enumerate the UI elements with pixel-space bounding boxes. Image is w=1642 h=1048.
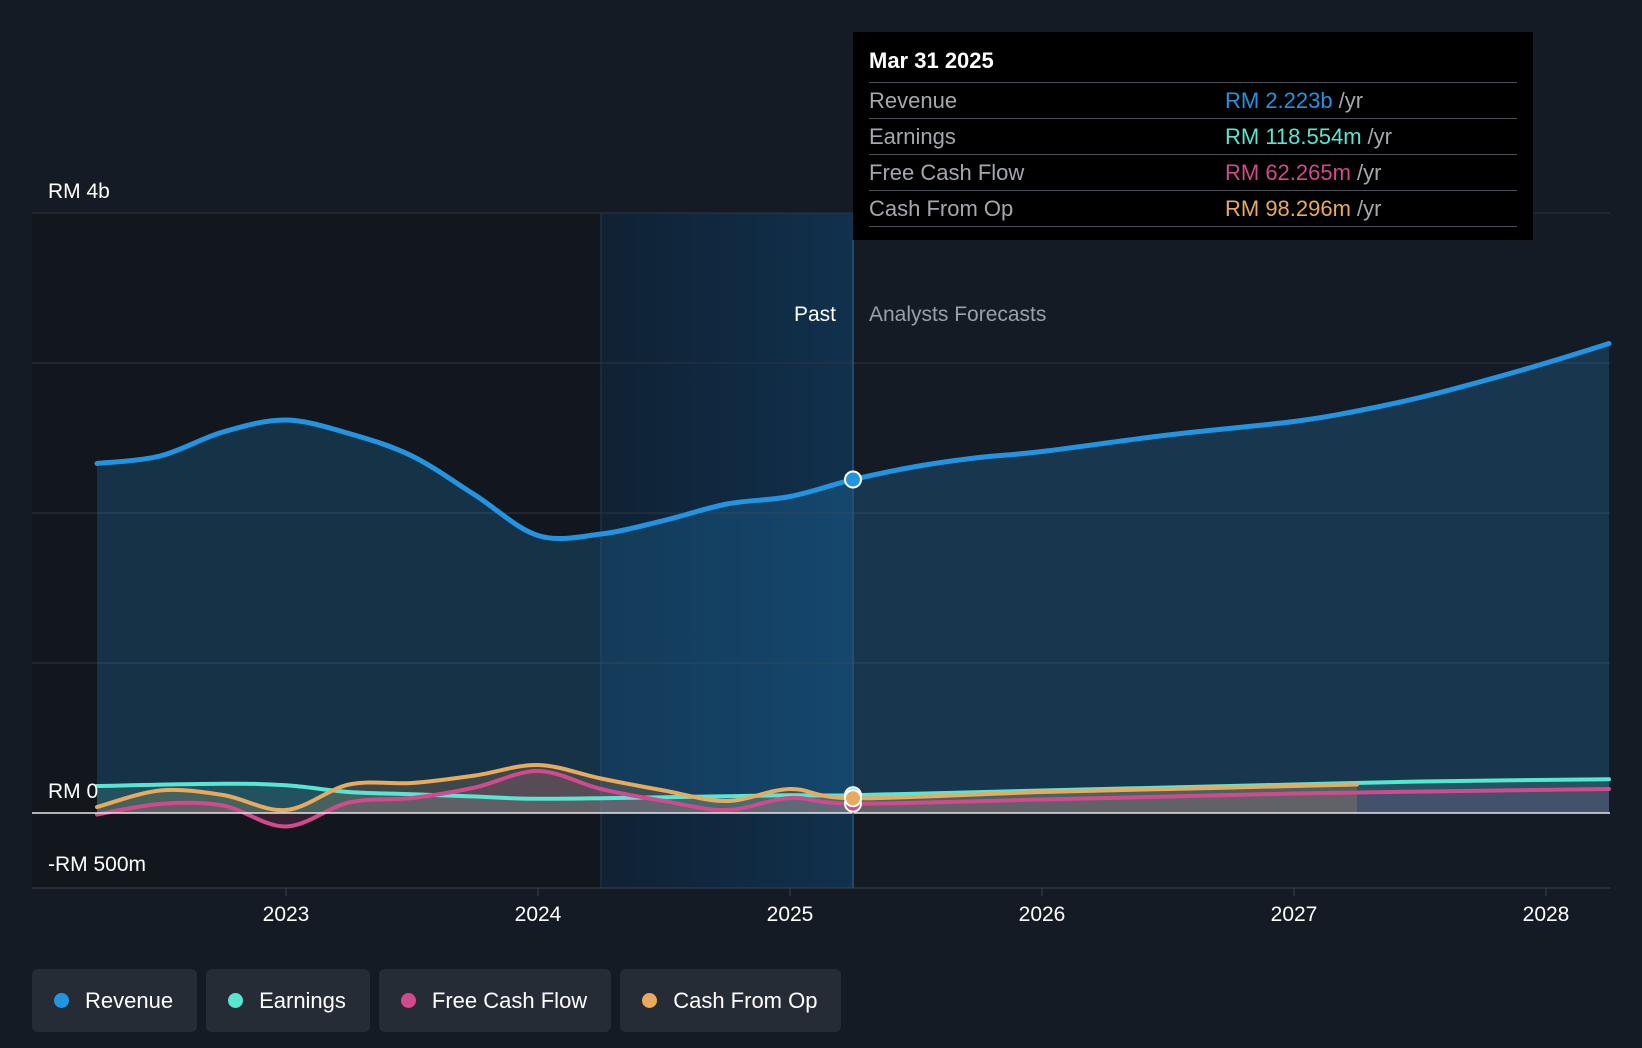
legend-item-revenue[interactable]: Revenue bbox=[32, 969, 198, 1032]
series-line-cash-from-op bbox=[95, 762, 1359, 813]
tooltip: Mar 31 2025 Revenue RM 2.223b /yr Earnin… bbox=[853, 32, 1533, 240]
x-tick-label: 2025 bbox=[767, 903, 814, 926]
legend-item-earnings[interactable]: Earnings bbox=[206, 969, 370, 1032]
tooltip-unit: /yr bbox=[1367, 123, 1392, 149]
marker-revenue bbox=[844, 470, 862, 489]
marker-cash-from-op bbox=[844, 789, 862, 808]
legend-item-free-cash-flow[interactable]: Free Cash Flow bbox=[378, 969, 612, 1032]
legend-label: Revenue bbox=[85, 987, 174, 1013]
y-label-zero: RM 0 bbox=[48, 780, 98, 803]
y-label-bottom: -RM 500m bbox=[48, 853, 146, 876]
legend-dot-icon bbox=[400, 993, 416, 1008]
legend-dot-icon bbox=[642, 993, 658, 1008]
tooltip-unit: /yr bbox=[1356, 195, 1382, 221]
past-label: Past bbox=[794, 303, 836, 326]
x-tick-label: 2026 bbox=[1019, 903, 1066, 926]
past-highlight bbox=[601, 213, 853, 888]
legend: Revenue Earnings Free Cash Flow Cash Fro… bbox=[32, 969, 842, 1032]
series-line-revenue bbox=[94, 341, 1612, 542]
tooltip-row-free-cash-flow: Free Cash Flow RM 62.265m /yr bbox=[869, 154, 1517, 190]
x-tick-label: 2028 bbox=[1523, 903, 1570, 926]
x-tick-label: 2027 bbox=[1271, 903, 1318, 926]
tooltip-label: Free Cash Flow bbox=[869, 159, 1025, 185]
tooltip-unit: /yr bbox=[1356, 159, 1382, 185]
x-tick-label: 2023 bbox=[263, 903, 310, 926]
forecast-label: Analysts Forecasts bbox=[869, 303, 1046, 326]
tooltip-label: Cash From Op bbox=[869, 195, 1014, 221]
legend-item-cash-from-op[interactable]: Cash From Op bbox=[620, 969, 842, 1032]
tooltip-value: RM 118.554m bbox=[1225, 123, 1362, 149]
series-line-free-cash-flow bbox=[95, 768, 1611, 829]
legend-label: Earnings bbox=[259, 987, 346, 1013]
x-tick-label: 2024 bbox=[515, 903, 562, 926]
tooltip-value: RM 62.265m bbox=[1225, 159, 1351, 185]
tooltip-value: RM 98.296m bbox=[1225, 195, 1351, 221]
tooltip-label: Earnings bbox=[869, 123, 956, 149]
tooltip-row-cash-from-op: Cash From Op RM 98.296m /yr bbox=[869, 190, 1517, 227]
past-background bbox=[32, 213, 601, 888]
chart-canvas: RM 4b RM 0 -RM 500m Past Analysts Forecasts 2… bbox=[32, 180, 1612, 926]
tooltip-label: Revenue bbox=[869, 87, 958, 113]
tooltip-row-revenue: Revenue RM 2.223b /yr bbox=[869, 82, 1517, 118]
tooltip-unit: /yr bbox=[1338, 87, 1364, 113]
tooltip-row-earnings: Earnings RM 118.554m /yr bbox=[869, 118, 1517, 154]
y-label-top: RM 4b bbox=[48, 180, 110, 203]
legend-label: Cash From Op bbox=[673, 987, 818, 1013]
tooltip-value: RM 2.223b bbox=[1225, 87, 1333, 113]
tooltip-date: Mar 31 2025 bbox=[869, 48, 994, 73]
legend-dot-icon bbox=[54, 993, 69, 1008]
legend-label: Free Cash Flow bbox=[431, 987, 588, 1013]
legend-dot-icon bbox=[228, 993, 244, 1008]
